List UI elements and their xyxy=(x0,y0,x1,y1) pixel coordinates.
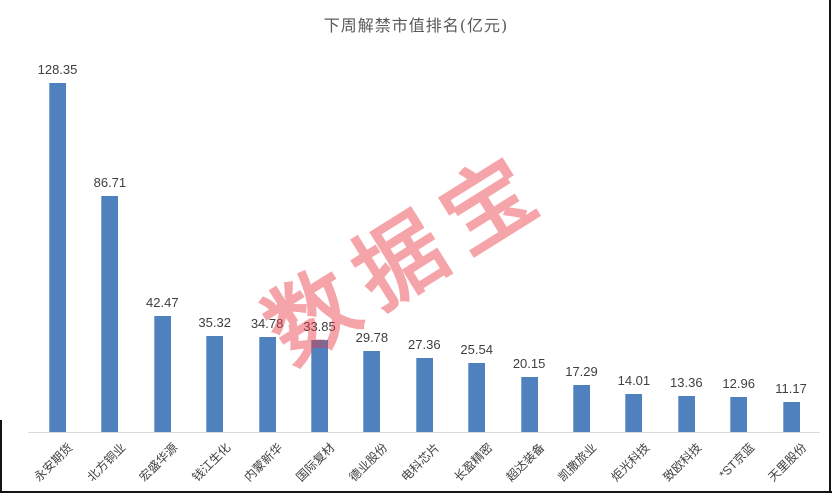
right-border-line xyxy=(829,0,831,493)
bar-category-label: 电科芯片 xyxy=(398,440,443,485)
bar-value-label: 86.71 xyxy=(93,175,127,190)
bar-value-label: 20.15 xyxy=(512,356,546,371)
bar-value-label: 12.96 xyxy=(722,376,755,391)
bar-category-label: 超达装备 xyxy=(503,440,548,485)
bottom-border-line xyxy=(0,491,832,493)
bar-category-label: 国际复材 xyxy=(293,440,338,485)
bar-category-label: 钱江生化 xyxy=(189,440,234,485)
bar xyxy=(206,336,224,432)
chart-title: 下周解禁市值排名(亿元) xyxy=(323,16,509,35)
bar-value-label: 11.17 xyxy=(775,381,807,396)
bar-category-label: 北方铜业 xyxy=(84,440,129,485)
bar xyxy=(730,397,748,432)
bar-category-label: 天里股份 xyxy=(765,440,810,485)
bar-value-label: 34.78 xyxy=(250,316,284,331)
bar xyxy=(153,316,171,432)
bar-value-label: 27.36 xyxy=(408,337,441,352)
bar xyxy=(101,196,119,432)
bar-category-label: 炬光科技 xyxy=(608,440,653,485)
bar-category-label: 永安期货 xyxy=(31,440,76,485)
bar-value-label: 25.54 xyxy=(460,342,493,357)
bar-category-label: 长盈精密 xyxy=(451,440,496,485)
bar xyxy=(49,83,66,432)
bar-value-label: 42.47 xyxy=(146,295,179,310)
bar-value-label: 14.01 xyxy=(617,373,651,388)
bar-value-label: 35.32 xyxy=(198,315,231,330)
bar-value-label: 128.35 xyxy=(37,62,78,77)
bar xyxy=(677,396,695,432)
bar xyxy=(625,394,643,432)
bar-value-label: 33.85 xyxy=(303,319,336,334)
bar-category-label: 宏盛华源 xyxy=(136,440,181,485)
bar xyxy=(573,385,590,432)
bar-category-label: 致欧科技 xyxy=(660,440,705,485)
bar-value-label: 17.29 xyxy=(565,364,598,379)
bar-value-label: 13.36 xyxy=(670,375,703,390)
bar-category-label: 凯撒旅业 xyxy=(555,440,600,485)
bar-value-label: 29.78 xyxy=(355,330,389,345)
bar xyxy=(782,402,800,432)
bar xyxy=(311,340,328,432)
bar xyxy=(363,351,381,432)
bar-category-label: 德业股份 xyxy=(346,440,391,485)
bar-category-label: *ST京蓝 xyxy=(715,440,758,482)
bar-category-label: 内蒙新华 xyxy=(241,440,286,485)
bar xyxy=(415,358,433,432)
bar xyxy=(468,363,486,432)
bar xyxy=(520,377,538,432)
x-axis-line xyxy=(28,432,820,433)
bar xyxy=(258,337,276,432)
left-border-line xyxy=(0,420,2,493)
